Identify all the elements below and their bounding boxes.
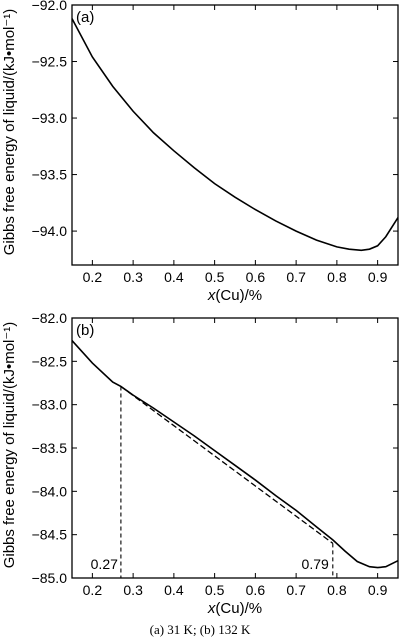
figure-caption: (a) 31 K; (b) 132 K xyxy=(150,622,251,637)
y-tick-label: −84.5 xyxy=(32,527,68,543)
y-tick-label: −83.0 xyxy=(32,397,68,413)
gibbs-energy-curve xyxy=(71,18,399,252)
x-tick-label: 0.6 xyxy=(246,269,266,285)
y-tick-label: −94.0 xyxy=(32,223,68,239)
x-axis-title: x(Cu)/% xyxy=(207,600,262,617)
y-tick-label: −85.0 xyxy=(32,570,68,586)
y-tick-label: −82.5 xyxy=(32,353,68,369)
panel-label: (a) xyxy=(76,9,94,26)
x-tick-label: 0.9 xyxy=(368,582,388,598)
tangent-point-label: 0.27 xyxy=(91,556,118,572)
panel-label: (b) xyxy=(76,322,94,339)
x-tick-label: 0.5 xyxy=(205,582,225,598)
y-tick-label: −93.5 xyxy=(32,167,68,183)
x-tick-label: 0.3 xyxy=(123,582,143,598)
plot-frame xyxy=(71,317,399,579)
plot-frame xyxy=(71,4,399,266)
x-tick-label: 0.4 xyxy=(164,269,184,285)
panel-a: 0.2 0.3 0.4 0.5 0.6 0.7 0.8 0.9 −92.0 −92.5 −93.0 −… xyxy=(1,0,399,304)
y-tick-label: −93.0 xyxy=(32,110,68,126)
y-tick-label: −92.5 xyxy=(32,54,68,70)
y-axis-title: Gibbs free energy of liquid/(kJ•mol⁻¹) xyxy=(1,9,18,256)
y-tick-label: −82.0 xyxy=(32,310,68,326)
x-tick-label: 0.8 xyxy=(327,269,347,285)
x-tick-label: 0.4 xyxy=(164,582,184,598)
y-tick-label: −92.0 xyxy=(32,0,68,13)
y-tick-label: −84.0 xyxy=(32,483,68,499)
x-axis-title: x(Cu)/% xyxy=(207,287,262,304)
common-tangent-line xyxy=(120,385,334,544)
x-tick-label: 0.2 xyxy=(83,582,103,598)
x-tick-label: 0.7 xyxy=(286,582,306,598)
x-tick-label: 0.8 xyxy=(327,582,347,598)
x-tick-label: 0.3 xyxy=(123,269,143,285)
x-tick-label: 0.6 xyxy=(246,582,266,598)
y-axis-title: Gibbs free energy of liquid/(kJ•mol⁻¹) xyxy=(1,322,18,569)
x-tick-label: 0.2 xyxy=(83,269,103,285)
x-tick-label: 0.5 xyxy=(205,269,225,285)
x-tick-label: 0.9 xyxy=(368,269,388,285)
y-tick-label: −83.5 xyxy=(32,440,68,456)
tangent-point-label: 0.79 xyxy=(302,556,329,572)
panel-b: 0.2 0.3 0.4 0.5 0.6 0.7 0.8 0.9 −82.0 −82.5 −83.0 −… xyxy=(1,310,399,617)
x-tick-label: 0.7 xyxy=(286,269,306,285)
